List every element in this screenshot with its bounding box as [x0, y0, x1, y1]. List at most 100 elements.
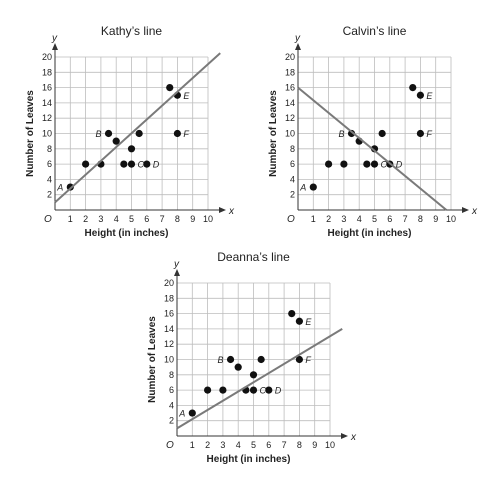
data-point [127, 145, 136, 153]
data-point [112, 137, 120, 145]
y-tick-label: 2 [290, 190, 295, 200]
grid [298, 56, 452, 210]
x-tick-label: 5 [251, 440, 256, 450]
x-tick-label: 9 [312, 440, 317, 450]
y-tick-label: 16 [285, 83, 295, 93]
data-point [166, 84, 174, 92]
chart-title: Kathy’s line [101, 24, 162, 38]
data-point [249, 371, 258, 379]
data-point [120, 160, 128, 168]
data-point [249, 386, 258, 394]
y-tick-label: 10 [42, 129, 52, 139]
point-label: B [96, 129, 102, 139]
data-point [104, 129, 113, 138]
point-label: D [275, 386, 282, 396]
y-tick-label: 18 [42, 67, 52, 77]
point-label: C [260, 386, 267, 396]
y-tick-label: 14 [164, 324, 174, 334]
x-tick-label: 1 [190, 440, 195, 450]
point-label: E [183, 91, 190, 101]
y-tick-label: 20 [42, 52, 52, 62]
x-tick-label: 2 [205, 440, 210, 450]
x-tick-label: 6 [266, 440, 271, 450]
y-axis-arrow [295, 43, 301, 50]
fit-line [176, 328, 343, 430]
data-point [325, 160, 333, 168]
y-tick-label: 18 [285, 67, 295, 77]
x-tick-label: 3 [341, 214, 346, 224]
x-axis-title: Height (in inches) [207, 454, 291, 465]
point-label: F [426, 129, 432, 139]
point-label: D [153, 160, 160, 170]
data-point [416, 91, 424, 99]
point-label: A [299, 183, 306, 193]
data-point [288, 310, 296, 318]
y-axis-title: Number of Leaves [147, 316, 158, 403]
point-label: F [183, 129, 189, 139]
data-point [309, 183, 317, 191]
y-axis-arrow [174, 269, 180, 276]
x-tick-label: 3 [220, 440, 225, 450]
x-tick-label: 4 [236, 440, 241, 450]
x-tick-label: 7 [403, 214, 408, 224]
data-point [135, 129, 143, 138]
origin-label: O [44, 214, 52, 225]
y-tick-label: 12 [164, 339, 174, 349]
x-tick-label: 9 [433, 214, 438, 224]
point-label: C [138, 160, 145, 170]
x-axis-arrow [219, 207, 226, 213]
y-tick-label: 12 [42, 113, 52, 123]
y-tick-label: 8 [290, 144, 295, 154]
data-point [204, 386, 212, 394]
data-point [340, 160, 348, 168]
y-tick-label: 20 [164, 278, 174, 288]
x-axis-arrow [462, 207, 469, 213]
y-axis-arrow [52, 43, 58, 50]
data-point [295, 317, 303, 325]
x-tick-label: 4 [357, 214, 362, 224]
fit-line [297, 86, 448, 211]
y-axis-letter: y [173, 259, 180, 270]
origin-label: O [166, 440, 174, 451]
x-tick-label: 3 [98, 214, 103, 224]
x-tick-label: 8 [297, 440, 302, 450]
y-tick-label: 2 [47, 190, 52, 200]
point-label: A [178, 409, 185, 419]
y-tick-label: 8 [169, 370, 174, 380]
x-tick-label: 2 [83, 214, 88, 224]
y-tick-label: 4 [169, 400, 174, 410]
y-tick-label: 18 [164, 293, 174, 303]
x-tick-label: 10 [203, 214, 213, 224]
data-point [378, 129, 386, 138]
y-tick-label: 16 [164, 309, 174, 319]
data-point [173, 129, 181, 138]
data-point [143, 160, 151, 168]
y-tick-label: 8 [47, 144, 52, 154]
data-point [188, 409, 196, 417]
x-tick-label: 7 [160, 214, 165, 224]
x-tick-label: 2 [326, 214, 331, 224]
x-tick-label: 10 [325, 440, 335, 450]
y-axis-letter: y [294, 33, 301, 44]
chart-title: Calvin’s line [343, 24, 407, 38]
x-axis-title: Height (in inches) [85, 228, 169, 239]
data-point [370, 160, 379, 168]
data-point [234, 363, 242, 371]
y-tick-label: 10 [285, 129, 295, 139]
data-point [370, 145, 379, 153]
x-tick-label: 9 [190, 214, 195, 224]
y-tick-label: 20 [285, 52, 295, 62]
data-point [219, 386, 227, 394]
y-tick-label: 14 [285, 98, 295, 108]
x-tick-label: 7 [282, 440, 287, 450]
data-point [363, 160, 371, 168]
x-tick-label: 5 [372, 214, 377, 224]
data-point [409, 84, 417, 92]
data-point [127, 160, 136, 168]
y-tick-label: 10 [164, 355, 174, 365]
x-tick-label: 6 [387, 214, 392, 224]
y-tick-label: 16 [42, 83, 52, 93]
y-tick-label: 2 [169, 416, 174, 426]
